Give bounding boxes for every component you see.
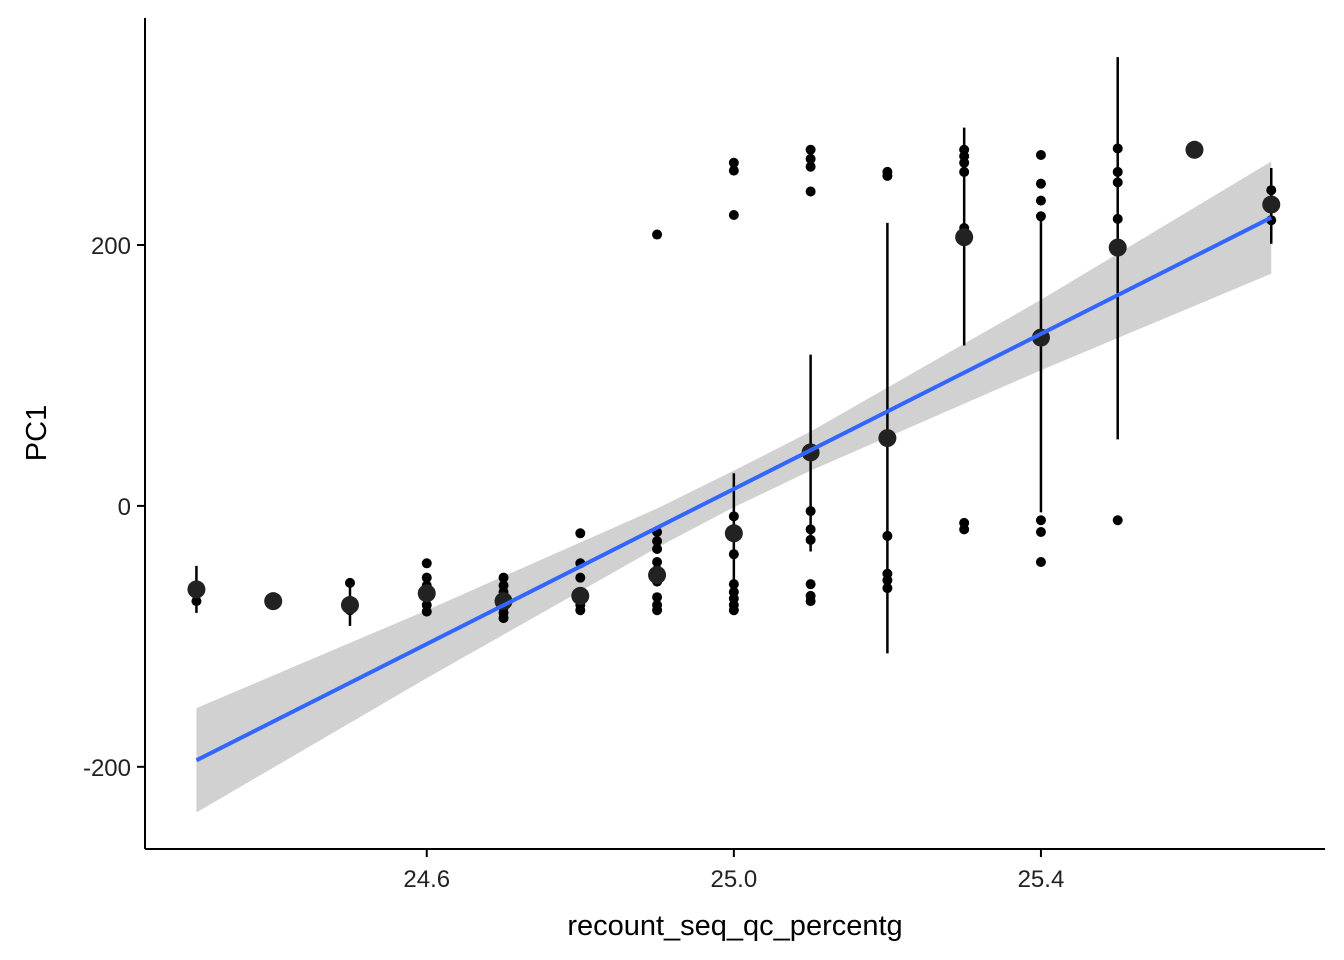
point: [805, 144, 816, 155]
point: [421, 606, 432, 617]
y-tick-label: 200: [91, 233, 131, 260]
point: [1112, 515, 1123, 526]
point: [1035, 178, 1046, 189]
mean-point: [264, 592, 283, 611]
point: [652, 592, 663, 603]
point: [805, 153, 816, 164]
point: [728, 165, 739, 176]
mean-point: [648, 566, 667, 585]
point: [805, 186, 816, 197]
mean-point: [571, 586, 590, 605]
regression-line: [195, 215, 1273, 763]
point: [652, 556, 663, 567]
point: [805, 161, 816, 172]
mean-point: [878, 429, 897, 448]
x-tick-label: 24.6: [403, 866, 450, 893]
point: [575, 572, 586, 583]
x-tick-label: 25.4: [1018, 866, 1065, 893]
point: [959, 524, 970, 535]
point: [805, 579, 816, 590]
point: [1035, 526, 1046, 537]
point: [728, 157, 739, 168]
mean-point: [187, 580, 206, 599]
point: [728, 605, 739, 616]
point: [652, 605, 663, 616]
point: [652, 536, 663, 547]
point: [421, 558, 432, 569]
point: [498, 613, 509, 624]
point: [652, 229, 663, 240]
mean-point: [724, 524, 743, 543]
point: [728, 209, 739, 220]
point: [1035, 149, 1046, 160]
point: [1035, 515, 1046, 526]
x-tick-label: 25.0: [710, 866, 757, 893]
point: [652, 543, 663, 554]
point: [575, 528, 586, 539]
y-tick-label: 0: [118, 494, 131, 521]
mean-point: [417, 584, 436, 603]
point: [1035, 556, 1046, 567]
point: [498, 572, 509, 583]
y-tick-label: -200: [83, 755, 131, 782]
point: [421, 572, 432, 583]
mean-point: [1108, 238, 1127, 257]
mean-point: [955, 228, 974, 247]
x-axis-label: recount_seq_qc_percentg: [567, 910, 902, 942]
point: [1035, 195, 1046, 206]
point: [805, 596, 816, 607]
point: [882, 170, 893, 181]
mean-point: [340, 596, 359, 615]
mean-point: [1185, 140, 1204, 159]
point: [575, 605, 586, 616]
mean-point: [1262, 195, 1281, 214]
y-axis-label: PC1: [21, 405, 53, 461]
